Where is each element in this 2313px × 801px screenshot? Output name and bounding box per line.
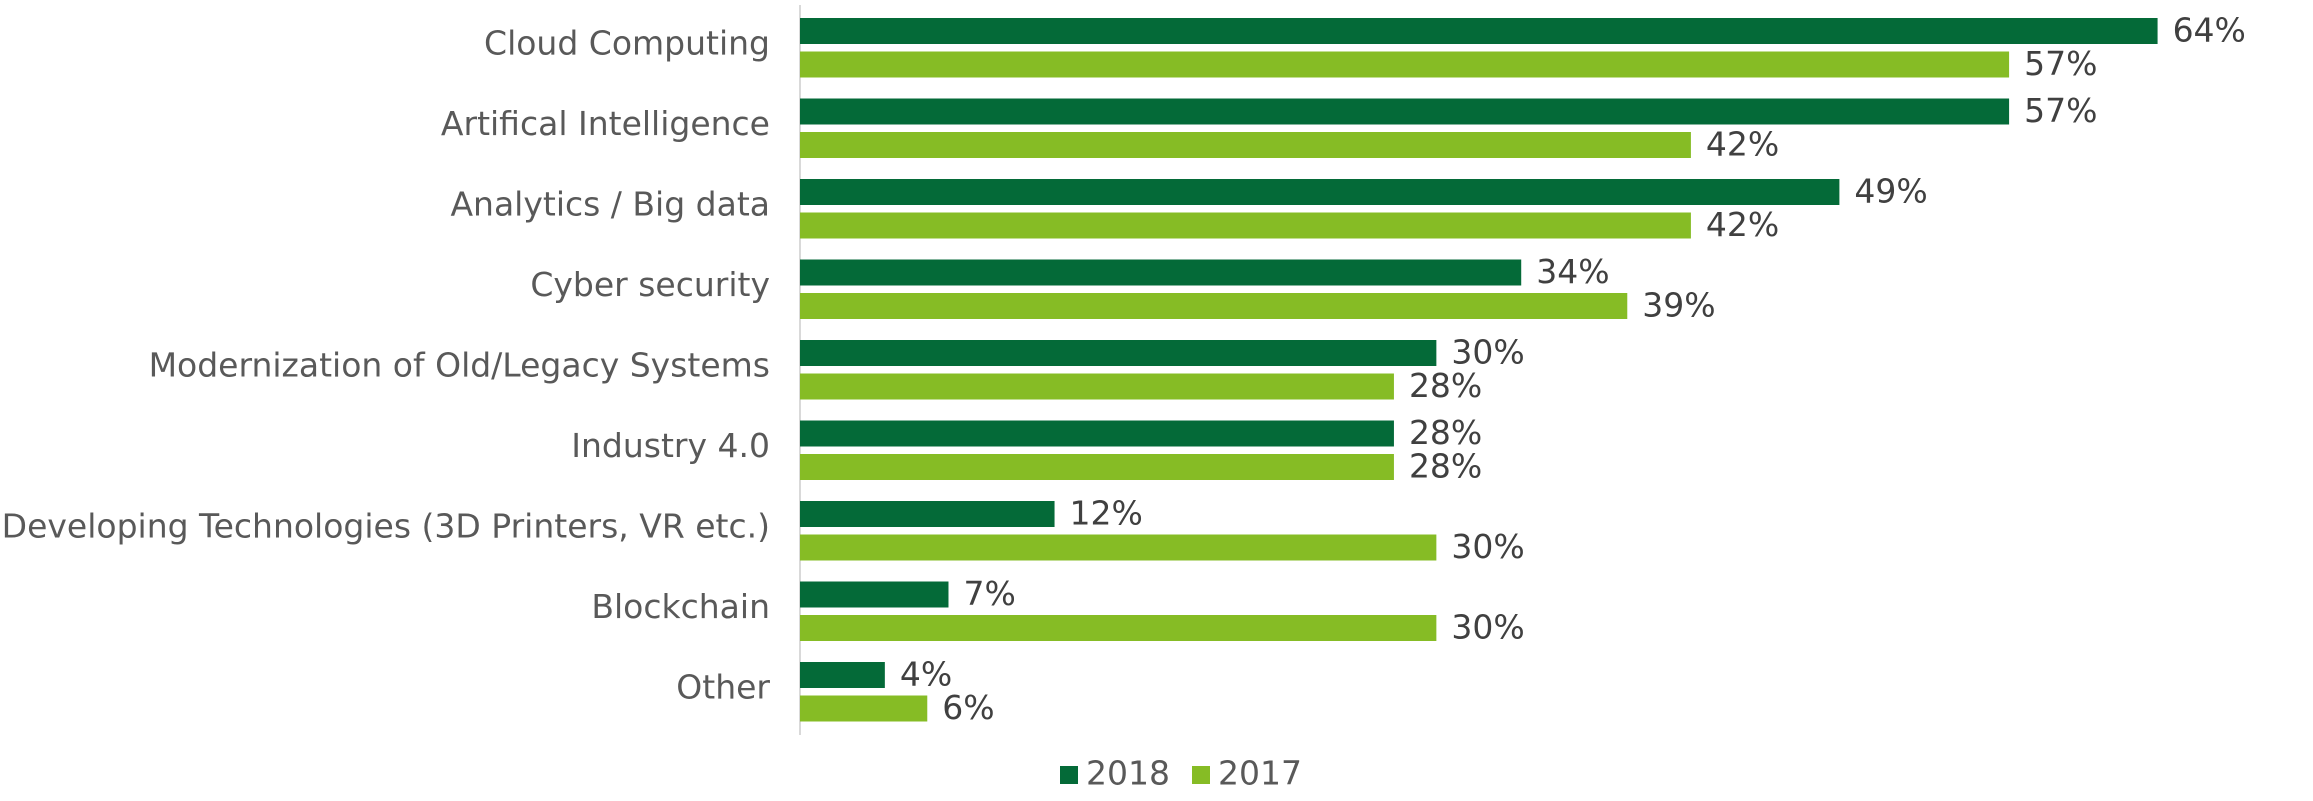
value-label-2017-cyber-security: 39%: [1642, 286, 1715, 325]
value-label-2018-modernization-of-old-legacy-systems: 30%: [1451, 333, 1524, 372]
legend-swatch-2017: [1192, 766, 1210, 784]
value-label-2018-analytics-big-data: 49%: [1854, 172, 1927, 211]
bar-2018-blockchain: [800, 581, 949, 608]
bar-2017-cyber-security: [800, 293, 1628, 319]
value-label-2018-other: 4%: [900, 655, 952, 694]
value-label-2017-cloud-computing: 57%: [2024, 44, 2097, 83]
value-label-2017-artifical-intelligence: 42%: [1706, 125, 1779, 164]
bar-2017-blockchain: [800, 615, 1437, 641]
value-label-2017-industry-4-0: 28%: [1409, 447, 1482, 486]
bar-2017-developing-technologies-3d-printers-vr-etc: [800, 534, 1437, 561]
bar-2018-other: [800, 662, 885, 688]
category-label-blockchain: Blockchain: [591, 587, 770, 626]
bar-2018-industry-4-0: [800, 420, 1394, 447]
value-label-2018-cloud-computing: 64%: [2173, 11, 2246, 50]
legend: 2018 2017: [1060, 754, 1302, 793]
category-label-modernization-of-old-legacy-systems: Modernization of Old/Legacy Systems: [149, 346, 770, 385]
bars: [800, 18, 2158, 722]
bar-2017-other: [800, 695, 928, 722]
value-label-2017-blockchain: 30%: [1451, 608, 1524, 647]
bar-2017-industry-4-0: [800, 454, 1394, 480]
bar-2018-developing-technologies-3d-printers-vr-etc: [800, 501, 1055, 527]
category-label-developing-technologies-3d-printers-vr-etc: Developing Technologies (3D Printers, VR…: [2, 507, 770, 546]
value-label-2017-developing-technologies-3d-printers-vr-etc: 30%: [1451, 527, 1524, 566]
category-label-artifical-intelligence: Artifical Intelligence: [441, 104, 770, 143]
value-label-2018-developing-technologies-3d-printers-vr-etc: 12%: [1070, 494, 1143, 533]
bar-2018-cloud-computing: [800, 18, 2158, 44]
legend-label-2018: 2018: [1086, 754, 1170, 793]
category-label-analytics-big-data: Analytics / Big data: [450, 185, 770, 224]
category-label-cyber-security: Cyber security: [530, 265, 770, 304]
bar-2017-modernization-of-old-legacy-systems: [800, 373, 1394, 400]
value-label-2017-analytics-big-data: 42%: [1706, 205, 1779, 244]
category-label-industry-4-0: Industry 4.0: [571, 426, 770, 465]
bar-2018-modernization-of-old-legacy-systems: [800, 340, 1437, 366]
value-label-2018-cyber-security: 34%: [1536, 252, 1609, 291]
category-labels: Cloud Computing Artifical Intelligence Ana…: [2, 24, 771, 707]
value-label-2018-blockchain: 7%: [963, 574, 1015, 613]
value-label-2018-artifical-intelligence: 57%: [2024, 91, 2097, 130]
category-label-cloud-computing: Cloud Computing: [484, 24, 770, 63]
value-label-2018-industry-4-0: 28%: [1409, 413, 1482, 452]
value-label-2017-other: 6%: [942, 688, 994, 727]
bar-2017-cloud-computing: [800, 51, 2010, 78]
bar-2018-artifical-intelligence: [800, 98, 2010, 125]
value-label-2017-modernization-of-old-legacy-systems: 28%: [1409, 366, 1482, 405]
value-labels: 64%57%57%42%49%42%34%39%30%28%28%28%12%3…: [900, 11, 2246, 728]
bar-2018-analytics-big-data: [800, 179, 1840, 205]
legend-label-2017: 2017: [1218, 754, 1302, 793]
bar-2018-cyber-security: [800, 259, 1522, 286]
category-label-other: Other: [676, 668, 770, 707]
legend-swatch-2018: [1060, 766, 1078, 784]
bar-2017-artifical-intelligence: [800, 132, 1691, 158]
bar-2017-analytics-big-data: [800, 212, 1691, 239]
